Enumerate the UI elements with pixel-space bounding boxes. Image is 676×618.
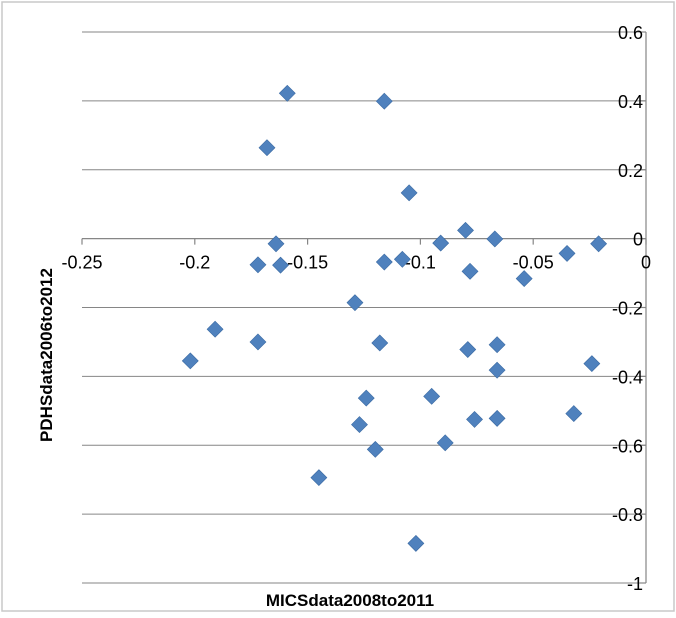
data-point-0-15 [515,270,533,287]
x-tick-label-4: -0.05 [513,253,554,273]
x-tick-label-5: 0 [641,253,651,273]
data-point-0-34 [407,534,425,552]
data-point-0-23 [583,355,601,373]
x-tick-label-1: -0.2 [179,253,210,273]
data-point-0-26 [357,389,375,407]
data-point-0-12 [249,256,267,274]
data-point-0-33 [310,469,328,487]
data-point-0-1 [375,92,393,110]
tick-labels: -0.25 -0.2 -0.15 -0.1 -0.05 0 0.6 0.4 0.2 0 -0.2 -0… [61,23,651,594]
data-point-0-17 [206,320,224,338]
data-point-0-9 [558,245,576,262]
data-point-0-27 [565,405,583,422]
data-point-0-20 [488,336,506,354]
data-point-0-31 [436,434,454,452]
data-point-0-16 [346,294,364,312]
data-point-0-14 [461,262,479,280]
data-points [181,84,608,552]
y-tick-label-5: -0.4 [612,367,643,387]
data-point-0-11 [375,253,393,271]
data-point-0-24 [488,361,506,379]
data-point-0-29 [466,410,483,428]
data-point-0-13 [272,256,289,274]
data-point-0-4 [457,221,474,239]
data-point-0-25 [423,387,441,405]
data-point-0-8 [590,235,608,253]
data-point-0-7 [267,235,285,253]
data-point-0-22 [181,352,199,370]
y-tick-label-2: 0.2 [618,161,643,181]
y-tick-label-8: -1 [627,574,643,594]
y-tick-label-7: -0.8 [612,505,643,525]
y-tick-label-6: -0.6 [612,436,643,456]
x-tick-label-2: -0.15 [287,253,328,273]
data-point-0-0 [278,84,296,102]
y-tick-label-4: -0.2 [612,299,643,319]
data-point-0-28 [488,409,506,427]
axes [81,31,647,584]
x-axis-title: MICSdata2008to2011 [266,591,434,610]
x-tick-label-3: -0.1 [405,253,436,273]
data-point-0-19 [371,334,389,352]
x-tick-label-0: -0.25 [61,253,102,273]
data-point-0-2 [258,139,276,157]
data-point-0-10 [393,250,411,268]
data-point-0-5 [486,230,504,248]
y-axis-title: PDHSdata2006to2012 [37,268,56,442]
data-point-0-6 [432,234,450,252]
y-tick-label-3: 0 [633,230,643,250]
y-tick-label-0: 0.6 [618,23,643,43]
y-tick-label-1: 0.4 [618,92,643,112]
gridlines [82,31,646,584]
data-point-0-30 [351,416,368,434]
data-point-0-18 [249,333,267,351]
data-point-0-3 [400,184,418,202]
data-point-0-32 [366,440,384,458]
data-point-0-21 [459,341,477,358]
